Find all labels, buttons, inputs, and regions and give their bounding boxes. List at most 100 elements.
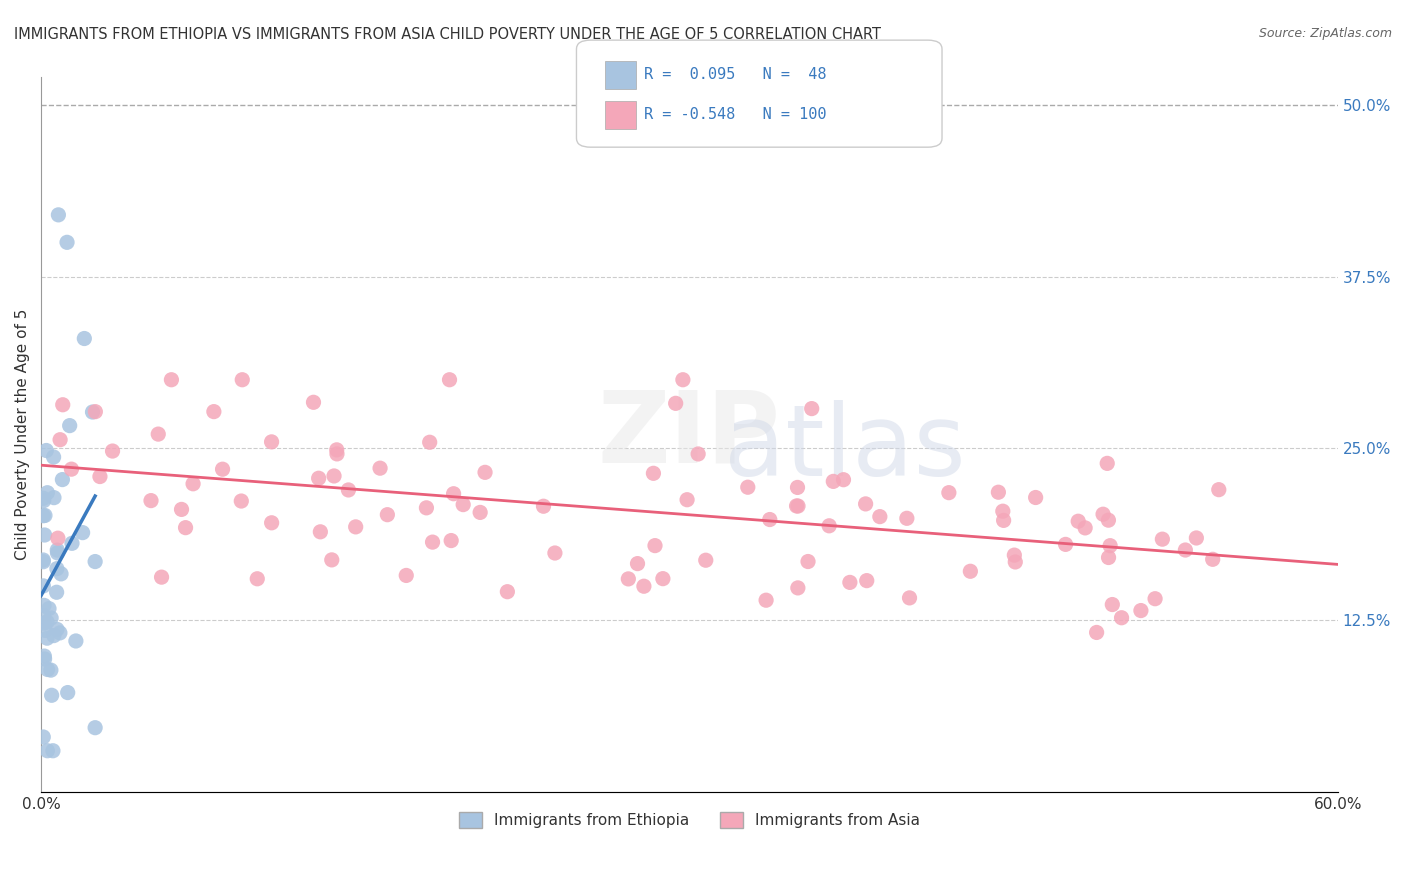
Point (544, 546, 567, 560)
Point (49, 566, 72, 581)
Point (211, 462, 233, 476)
Point (896, 511, 918, 525)
Point (626, 557, 648, 571)
Point (797, 555, 820, 569)
Point (35, 615, 58, 629)
Point (42, 629, 65, 643)
Point (959, 564, 981, 578)
Point (422, 535, 444, 549)
Point (1067, 514, 1090, 528)
Point (321, 553, 343, 567)
Point (246, 572, 269, 586)
Point (51, 473, 73, 487)
Point (377, 508, 399, 522)
Point (56, 235, 79, 250)
Point (41, 688, 63, 702)
Point (45, 585, 67, 599)
Point (451, 498, 474, 512)
Point (818, 518, 841, 533)
Point (39, 663, 62, 677)
Point (993, 513, 1015, 527)
Point (644, 539, 666, 553)
Point (42, 491, 65, 505)
Point (823, 475, 845, 489)
Point (470, 505, 492, 519)
Point (231, 494, 253, 508)
Point (1095, 456, 1118, 470)
Point (34, 649, 56, 664)
Point (987, 485, 1010, 500)
Point (1074, 521, 1097, 535)
Text: ZIP: ZIP (598, 386, 780, 483)
Point (37, 485, 59, 500)
Point (46, 531, 69, 545)
Point (1099, 539, 1122, 553)
Point (651, 572, 673, 586)
Point (34, 528, 56, 542)
Point (991, 504, 1014, 518)
Point (202, 404, 225, 418)
Point (39, 611, 62, 625)
Point (1085, 625, 1108, 640)
Point (52, 398, 75, 412)
Point (1054, 537, 1077, 551)
Point (32, 599, 55, 613)
Point (419, 435, 441, 450)
Point (869, 509, 891, 524)
Point (174, 521, 197, 535)
Point (1092, 507, 1115, 521)
Point (755, 593, 778, 607)
Point (695, 553, 717, 567)
Point (84, 404, 107, 418)
Point (786, 480, 808, 494)
Point (89, 469, 111, 483)
Point (49, 626, 72, 640)
Point (633, 579, 655, 593)
Point (1202, 552, 1225, 566)
Point (82, 405, 104, 419)
Point (150, 570, 173, 584)
Point (1208, 483, 1230, 497)
Point (496, 584, 519, 599)
Point (688, 447, 710, 461)
Point (1174, 543, 1197, 558)
Point (395, 568, 418, 582)
Point (1097, 513, 1119, 527)
Point (60, 462, 83, 476)
Point (35, 631, 58, 645)
Point (1144, 591, 1167, 606)
Point (474, 466, 496, 480)
Point (1129, 603, 1152, 617)
Point (181, 476, 204, 491)
Point (533, 500, 555, 514)
Point (59, 418, 82, 433)
Point (32, 553, 55, 567)
Point (898, 591, 921, 605)
Point (1097, 550, 1119, 565)
Point (643, 467, 665, 481)
Point (32, 555, 55, 569)
Point (344, 520, 367, 534)
Point (56, 685, 79, 699)
Point (786, 581, 808, 595)
Point (46, 543, 69, 558)
Point (800, 401, 823, 416)
Point (148, 427, 170, 442)
Point (838, 575, 860, 590)
Point (84, 721, 107, 735)
Point (32, 616, 55, 631)
Point (676, 492, 699, 507)
Point (34, 652, 56, 666)
Point (323, 469, 346, 483)
Point (73, 332, 96, 346)
Point (60, 536, 83, 550)
Point (260, 434, 283, 449)
Point (832, 473, 855, 487)
Point (443, 487, 465, 501)
Point (35, 443, 58, 458)
Point (1101, 598, 1123, 612)
Point (37, 744, 59, 758)
Point (160, 373, 183, 387)
Text: R =  0.095   N =  48: R = 0.095 N = 48 (644, 67, 827, 81)
Point (260, 516, 283, 530)
